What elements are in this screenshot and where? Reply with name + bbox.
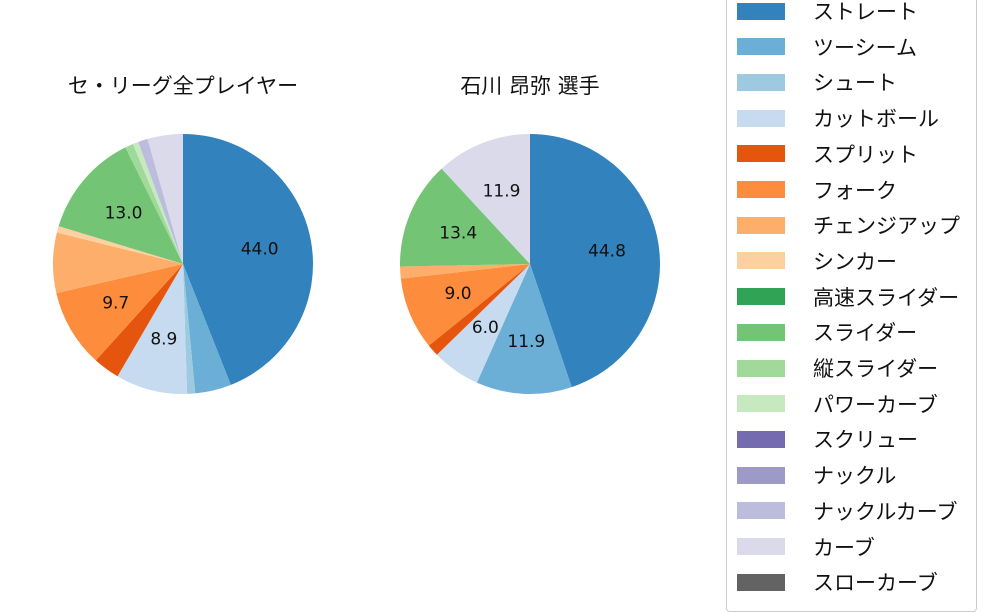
pie-slice	[183, 264, 231, 394]
legend-label: ナックル	[813, 464, 897, 489]
pie-slice	[132, 141, 183, 264]
chart-title-player: 石川 昂弥 選手	[460, 74, 600, 98]
legend-label: 高速スライダー	[813, 285, 960, 310]
legend-item: カットボール	[737, 106, 939, 132]
legend-item: スクリュー	[737, 427, 918, 453]
legend-label: スクリュー	[813, 428, 918, 453]
legend-label: シンカー	[813, 249, 897, 274]
slice-value-label: 44.0	[241, 239, 279, 259]
legend-label: ツーシーム	[813, 35, 917, 60]
slice-value-label: 8.9	[150, 330, 177, 350]
legend-swatch	[737, 38, 785, 56]
pie-slice	[147, 134, 183, 264]
legend-swatch	[737, 288, 785, 306]
legend-swatch	[737, 216, 785, 234]
pie-slice	[58, 147, 183, 264]
legend-label: チェンジアップ	[813, 214, 960, 239]
pie-slice	[400, 264, 530, 346]
pie-slice	[56, 264, 183, 361]
slice-value-label: 13.4	[439, 223, 477, 243]
legend-label: シュート	[813, 71, 897, 96]
pie-slice	[52, 232, 183, 294]
legend-item: ナックルカーブ	[737, 499, 958, 524]
pie-chart-league: 44.0 8.9 9.7 13.0	[52, 134, 314, 394]
legend-item: ストレート	[737, 0, 918, 24]
pie-slice	[56, 226, 183, 264]
legend-item: チェンジアップ	[737, 213, 960, 239]
pie-slice	[183, 264, 196, 394]
legend-item: 高速スライダー	[737, 285, 960, 310]
legend: ストレートツーシームシュートカットボール スプリットフォークチェンジアップ シンカー…	[726, 0, 977, 612]
legend-swatch	[737, 323, 785, 341]
legend-swatch	[737, 395, 785, 413]
legend-label: 縦スライダー	[813, 357, 939, 381]
pie-slice	[95, 264, 183, 377]
chart-title-league: セ・リーグ全プレイヤー	[67, 74, 299, 98]
legend-item: スローカーブ	[737, 570, 938, 596]
pie-slice	[117, 264, 188, 394]
legend-swatch	[737, 430, 785, 448]
pie-slice	[125, 144, 183, 264]
slice-value-label: 11.9	[507, 332, 545, 352]
legend-swatch	[737, 466, 785, 484]
legend-swatch	[737, 573, 785, 591]
legend-item: ナックル	[737, 463, 897, 489]
legend-label: スローカーブ	[813, 571, 938, 596]
slice-value-label: 6.0	[472, 318, 499, 338]
legend-label: スライダー	[813, 321, 918, 346]
pie-slice	[400, 264, 530, 279]
pie-slice	[428, 264, 530, 355]
legend-swatch	[737, 145, 785, 163]
legend-item: スライダー	[737, 320, 918, 346]
slice-value-label: 13.0	[105, 204, 143, 224]
legend-item: カーブ	[737, 535, 875, 560]
legend-swatch	[737, 538, 785, 555]
legend-label: ナックルカーブ	[813, 499, 958, 524]
legend-item: シュート	[737, 70, 897, 96]
legend-swatch	[737, 359, 785, 377]
pie-slice	[530, 134, 660, 388]
slice-value-label: 9.0	[445, 284, 472, 304]
legend-swatch	[737, 73, 785, 91]
legend-item: ツーシーム	[737, 35, 917, 60]
legend-swatch	[737, 502, 785, 520]
legend-item: パワーカーブ	[737, 392, 938, 417]
legend-swatch	[737, 252, 785, 270]
slice-value-label: 44.8	[588, 241, 626, 261]
legend-item: スプリット	[737, 142, 918, 167]
legend-swatch	[737, 181, 785, 198]
pie-slice	[183, 134, 314, 385]
legend-label: パワーカーブ	[813, 392, 938, 417]
pie-slice	[138, 138, 183, 264]
slice-value-label: 11.9	[483, 181, 521, 201]
legend-item: フォーク	[737, 178, 897, 203]
legend-item: 縦スライダー	[737, 356, 939, 381]
pie-slice	[476, 264, 572, 394]
legend-label: カットボール	[813, 107, 939, 132]
pie-slice	[436, 264, 530, 383]
legend-label: フォーク	[813, 178, 897, 203]
legend-label: ストレート	[813, 0, 918, 24]
pie-chart-player: 44.8 11.9 6.09.0 13.4 11.9	[400, 134, 660, 394]
legend-label: スプリット	[813, 142, 918, 167]
pie-slice	[400, 168, 530, 267]
legend-swatch	[737, 109, 785, 127]
legend-label: カーブ	[813, 535, 875, 560]
legend-item: シンカー	[737, 249, 897, 274]
slice-value-label: 9.7	[102, 293, 129, 313]
pie-slice	[441, 134, 530, 264]
legend-swatch	[737, 2, 785, 20]
